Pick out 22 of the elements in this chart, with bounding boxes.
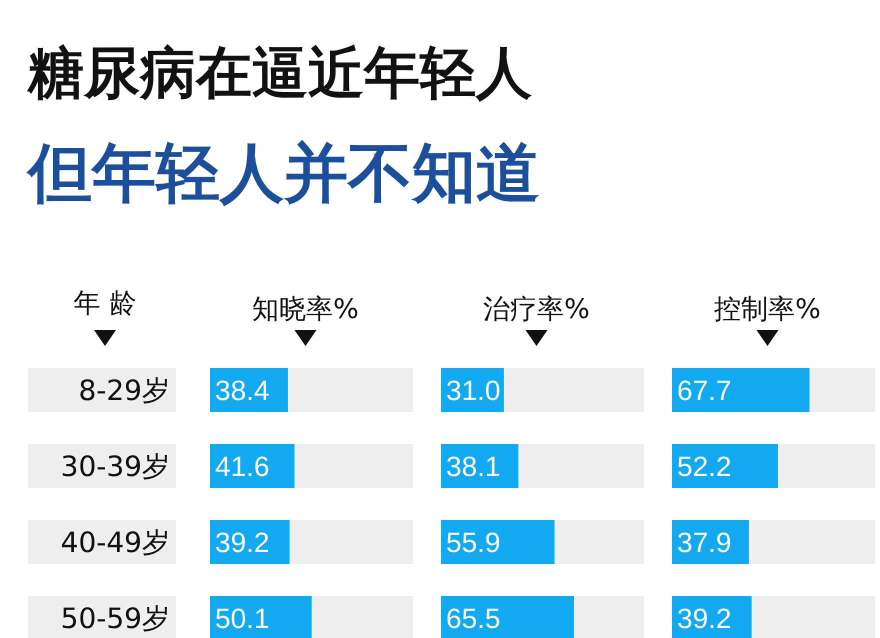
chart-title: 糖尿病在逼近年轻人	[26, 41, 532, 106]
data-label: 55.9	[446, 527, 500, 558]
series-label: 治疗率%	[483, 294, 590, 325]
series-label: 控制率%	[714, 294, 821, 325]
y-tick-label: 8-29岁	[78, 374, 170, 407]
data-label: 52.2	[677, 451, 732, 482]
data-label: 38.1	[446, 451, 500, 482]
data-label: 31.0	[446, 375, 500, 406]
data-label: 50.1	[215, 603, 270, 634]
data-label: 39.2	[677, 603, 732, 634]
data-label: 65.5	[446, 603, 500, 634]
y-axis-title: 年 龄	[74, 288, 136, 319]
data-label: 67.7	[677, 375, 732, 406]
data-label: 38.4	[215, 375, 270, 406]
data-label: 39.2	[215, 527, 270, 558]
y-tick-label: 50-59岁	[60, 602, 170, 635]
series-label: 知晓率%	[252, 294, 359, 325]
y-tick-label: 40-49岁	[60, 526, 170, 559]
data-label: 41.6	[215, 451, 270, 482]
chart-subtitle: 但年轻人并不知道	[26, 137, 540, 211]
y-tick-label: 30-39岁	[60, 450, 170, 483]
data-label: 37.9	[677, 527, 732, 558]
